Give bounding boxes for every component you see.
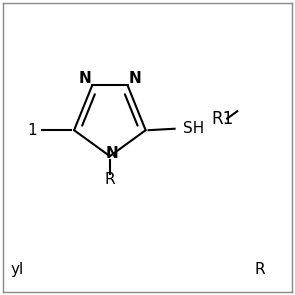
Text: 1: 1 (27, 123, 37, 138)
Text: R1: R1 (211, 109, 233, 127)
Text: N: N (128, 71, 141, 86)
Text: yl: yl (10, 262, 23, 277)
Text: N: N (106, 146, 119, 161)
Text: R: R (255, 262, 265, 277)
Text: R: R (104, 172, 115, 187)
Text: N: N (78, 71, 91, 86)
Text: SH: SH (183, 121, 204, 136)
